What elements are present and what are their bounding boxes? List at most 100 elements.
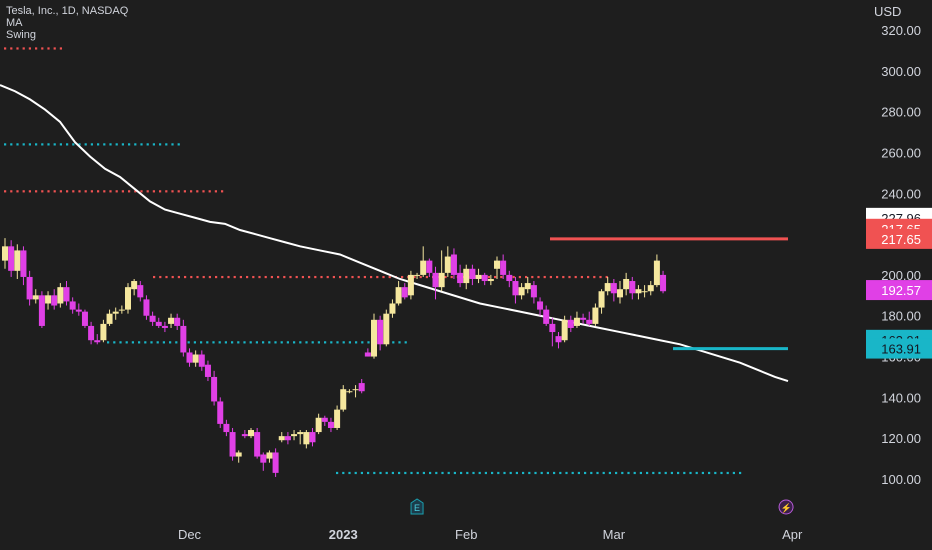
swing-dot (314, 275, 317, 279)
candle (512, 276, 519, 304)
candle-body (45, 295, 52, 304)
swing-dot (360, 471, 363, 475)
time-axis[interactable]: Dec 2023 Feb Mar Apr (178, 527, 803, 542)
candle (69, 297, 76, 314)
symbol-title[interactable]: Tesla, Inc., 1D, NASDAQ (6, 5, 129, 17)
candle-body (358, 383, 365, 392)
swing-dot (28, 143, 31, 146)
swing-dot (175, 341, 178, 344)
candle-body (321, 417, 328, 422)
swing-dot (66, 190, 69, 193)
swing-dot (208, 275, 211, 279)
swing-dot (429, 471, 432, 475)
price-tick-label: 120.00 (881, 431, 921, 446)
price-tick-label: 300.00 (881, 64, 921, 79)
candle (321, 415, 328, 426)
candle (383, 309, 390, 347)
candle (112, 307, 119, 320)
candle (266, 450, 273, 463)
candle (94, 334, 101, 345)
candle (100, 319, 107, 343)
split-icon: ⚡ (778, 499, 794, 515)
swing-dot (177, 190, 180, 193)
candle-body (420, 260, 427, 275)
swing-dot (146, 143, 149, 146)
candle-body (118, 309, 125, 311)
candle (174, 313, 181, 331)
candle (180, 319, 187, 357)
candle-body (512, 281, 519, 296)
candle (364, 348, 371, 357)
swing-dot (466, 471, 469, 475)
candle-body (617, 289, 623, 298)
candle (223, 419, 230, 437)
candle-body (623, 278, 630, 290)
candle-body (69, 301, 76, 310)
candle (334, 405, 341, 431)
swing-dot (159, 143, 162, 146)
swing-dot (169, 341, 172, 344)
swing-dot (444, 275, 447, 279)
swing-dot (264, 275, 267, 279)
swing-dot (16, 47, 19, 50)
swing-dot (345, 275, 348, 279)
candle-body (604, 283, 611, 292)
candle-body (168, 317, 175, 324)
candle-body (457, 272, 464, 284)
candle (340, 385, 347, 412)
candle (32, 289, 39, 304)
candle (260, 452, 267, 471)
swing-dot (227, 275, 230, 279)
swing-dot (66, 143, 69, 146)
swing-dot (293, 341, 296, 344)
swing-dot (289, 275, 292, 279)
swing-dot (379, 471, 382, 475)
candle-body (155, 321, 162, 326)
candle-body (223, 423, 230, 433)
ma-indicator-label[interactable]: MA (6, 17, 23, 29)
candle-body (592, 307, 599, 324)
candle-body (88, 325, 95, 341)
swing-dot (268, 341, 271, 344)
swing-dot (546, 471, 549, 475)
swing-dot (35, 47, 38, 50)
swing-dot (97, 143, 100, 146)
price-axis[interactable]: 100.00120.00140.00160.00180.00200.00220.… (881, 23, 921, 487)
swing-dot (534, 471, 537, 475)
candle-body (248, 430, 254, 437)
candle (463, 264, 470, 290)
swing-dot (487, 275, 490, 279)
swing-dot (367, 341, 370, 344)
price-tick-label: 100.00 (881, 472, 921, 487)
candle (660, 270, 667, 294)
price-tick-label: 320.00 (881, 23, 921, 38)
swing-dot (639, 471, 642, 475)
swing-dot (156, 341, 159, 344)
ma-layer (0, 84, 789, 382)
time-tick-label: Dec (178, 527, 202, 542)
swing-indicator-label[interactable]: Swing (6, 29, 36, 41)
candle-body (530, 285, 537, 298)
candle-body (309, 432, 316, 443)
candle-body (51, 295, 58, 306)
candle (530, 281, 537, 304)
candle (192, 350, 199, 367)
price-tag: 217.65 (866, 228, 932, 249)
swing-dot (382, 275, 385, 279)
candle (26, 270, 33, 306)
swing-dot (376, 275, 379, 279)
swing-dot (237, 341, 240, 344)
candle-body (352, 389, 359, 391)
candle-body (610, 283, 617, 294)
candles-layer (2, 238, 667, 477)
swing-dot (562, 275, 565, 279)
currency-label[interactable]: USD (874, 4, 902, 19)
candle (248, 427, 254, 439)
candle (106, 309, 113, 326)
candle-body (414, 274, 421, 276)
swing-dot (165, 275, 168, 279)
swing-dot (90, 143, 93, 146)
swing-dot (171, 143, 174, 146)
swing-dot (10, 143, 13, 146)
